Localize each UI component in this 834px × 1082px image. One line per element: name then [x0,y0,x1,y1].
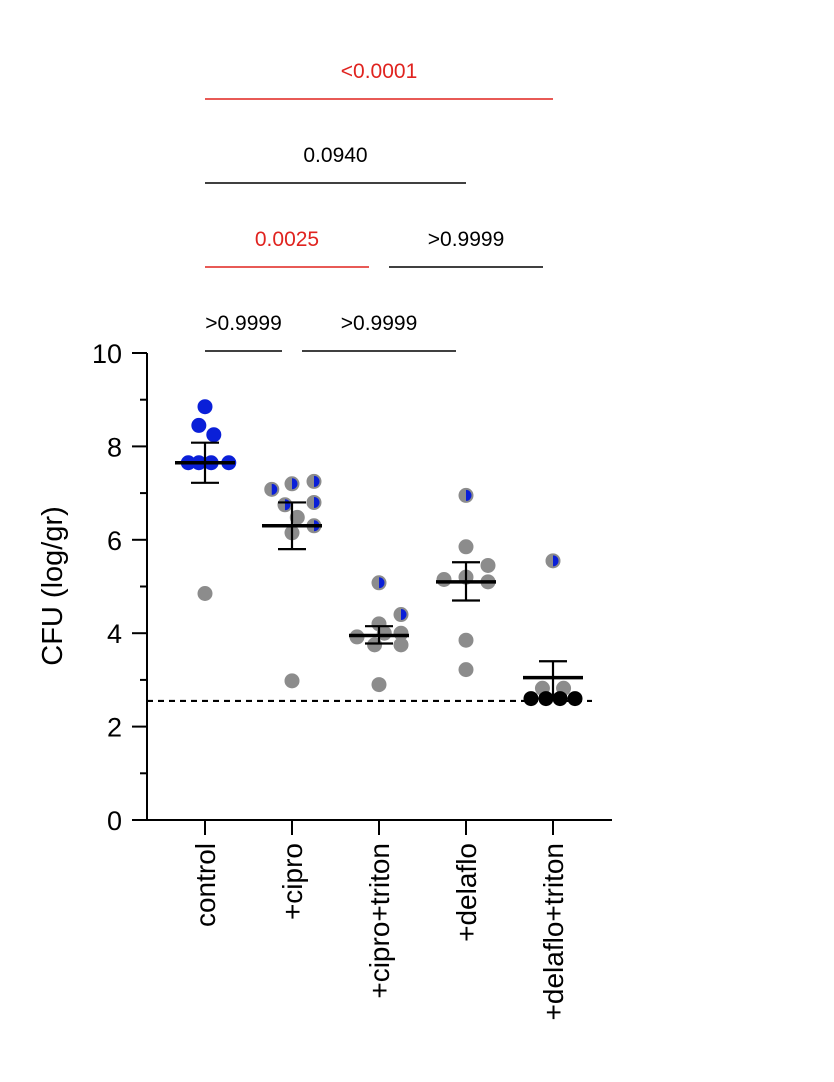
x-category-label-3: +delaflo [451,843,482,942]
data-point-1-1 [284,476,300,492]
data-point-0-7 [197,586,213,602]
data-point-1-3 [277,497,293,513]
ticks-layer: 0 2 4 6 8 10 [92,339,147,836]
y-tick-label-10: 10 [92,339,122,369]
data-point-4-4 [538,691,554,707]
data-point-3-2 [480,557,496,573]
categories-layer: control +cipro +cipro+triton +delaflo +delaf… [190,820,569,1020]
data-point-3-6 [458,632,474,648]
x-category-label-0: control [190,843,221,927]
data-point-half [292,478,298,490]
data-point-2-8 [371,677,387,693]
data-point-0-1 [191,417,207,433]
data-point-4-3 [523,691,539,707]
axes-layer: CFU (log/gr) [37,353,612,821]
data-point-half [553,555,559,567]
x-category-label-4: +delaflo+triton [538,843,569,1020]
comparison-label-1: >0.9999 [341,312,418,335]
data-point-2-7 [393,637,409,653]
y-tick-label-8: 8 [107,432,122,462]
data-point-1-0 [264,481,280,497]
data-point-4-6 [567,691,583,707]
comparison-label-3: >0.9999 [428,228,505,251]
data-point-0-0 [197,399,213,415]
data-point-4-5 [552,691,568,707]
comparison-label-0: >0.9999 [205,312,282,335]
data-point-1-4 [306,494,322,510]
data-point-1-5 [289,509,305,525]
data-point-3-0 [458,487,474,503]
data-point-4-0 [545,553,561,569]
data-point-half [314,496,320,508]
points-layer [180,399,583,707]
x-category-label-2: +cipro+triton [364,843,395,999]
data-point-half [401,609,407,621]
comparisons-layer: >0.9999 >0.9999 0.0025 >0.9999 0.0940 <0.0001 [205,60,553,352]
data-point-3-3 [436,571,452,587]
data-point-half [271,483,278,495]
data-point-1-8 [284,673,300,689]
data-point-3-7 [458,662,474,678]
x-category-label-1: +cipro [277,843,308,920]
y-tick-label-0: 0 [107,806,122,836]
data-point-2-0 [371,575,387,591]
stats-layer [175,441,583,698]
data-point-half [466,489,472,501]
data-point-2-1 [393,607,409,623]
comparison-label-4: 0.0940 [303,144,367,167]
data-point-0-2 [206,427,222,443]
comparison-label-5: <0.0001 [341,60,418,83]
data-point-1-2 [306,473,322,489]
data-point-half [379,577,385,589]
y-axis-label: CFU (log/gr) [37,506,69,666]
y-tick-label-4: 4 [107,619,122,649]
y-tick-label-2: 2 [107,713,122,743]
data-point-half [314,475,320,487]
y-tick-label-6: 6 [107,526,122,556]
data-point-3-1 [458,539,474,555]
comparison-label-2: 0.0025 [255,228,319,251]
